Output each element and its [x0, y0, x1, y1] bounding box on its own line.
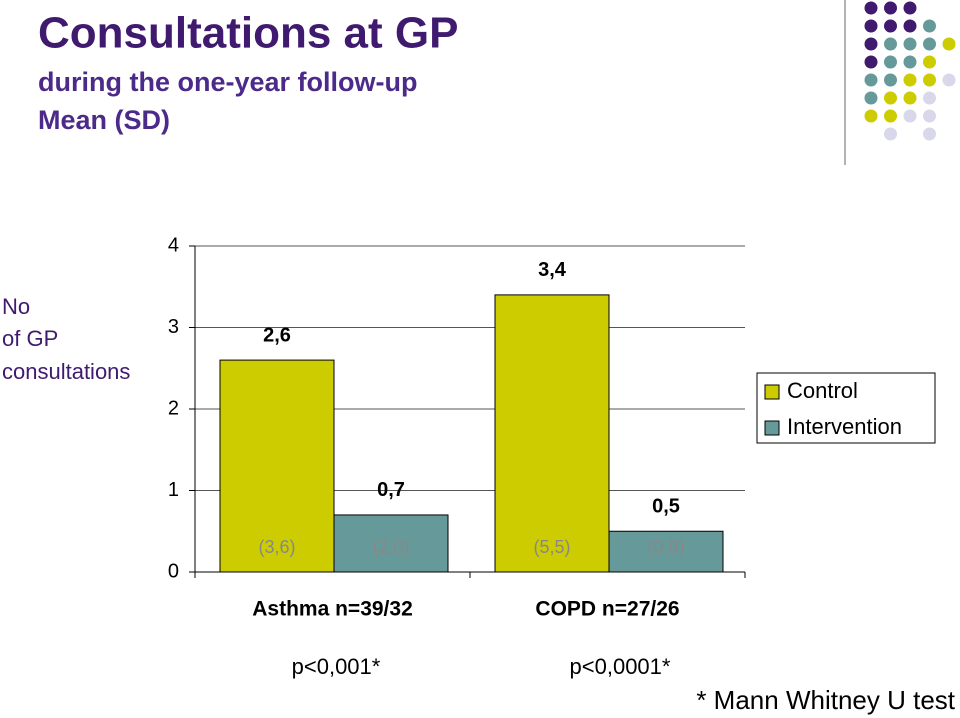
- legend-swatch: [764, 420, 780, 436]
- dot: [884, 55, 897, 69]
- legend-label: Control: [787, 378, 858, 403]
- y-axis-label: No: [2, 294, 30, 319]
- value-label: 2,6: [263, 324, 291, 346]
- dot: [923, 91, 936, 105]
- x-tick-label: COPD n=27/26: [535, 598, 679, 621]
- bar: [219, 359, 335, 573]
- dot: [923, 127, 936, 141]
- dot: [884, 73, 897, 87]
- sd-label: (3,6): [258, 537, 295, 557]
- legend-label: Intervention: [787, 414, 902, 439]
- title: Consultations at GP: [38, 9, 458, 58]
- annotation: p<0,0001*: [570, 654, 671, 679]
- subtitle: during the one-year follow-up: [38, 67, 418, 97]
- x-tick-label: Asthma n=39/32: [252, 598, 413, 621]
- dot: [884, 91, 897, 105]
- dot: [864, 1, 878, 15]
- dot: [923, 37, 936, 51]
- y-tick-label: 3: [168, 316, 179, 338]
- dot: [942, 73, 956, 87]
- sd-label: (5,5): [533, 537, 570, 557]
- dot: [864, 55, 878, 69]
- dot: [884, 127, 897, 141]
- y-tick-label: 1: [168, 479, 179, 501]
- dot: [923, 73, 936, 87]
- y-tick-label: 2: [168, 397, 179, 419]
- dot: [864, 91, 878, 105]
- dot: [923, 55, 936, 69]
- subtitle: Mean (SD): [38, 105, 170, 135]
- value-label: 0,7: [377, 479, 405, 501]
- y-tick-label: 4: [168, 234, 179, 256]
- decoration: [844, 0, 956, 165]
- sd-label: (2,0): [372, 537, 409, 557]
- dot: [923, 109, 936, 123]
- bar: [333, 514, 449, 573]
- legend-box: [756, 372, 936, 444]
- annotation: p<0,001*: [292, 654, 381, 679]
- dot: [903, 73, 917, 87]
- dot: [884, 37, 897, 51]
- y-axis-label: consultations: [2, 359, 130, 384]
- dot: [884, 1, 897, 15]
- bar: [608, 530, 724, 573]
- dot: [903, 37, 917, 51]
- y-tick-label: 0: [168, 560, 179, 582]
- dot: [903, 1, 917, 15]
- dot: [903, 55, 917, 69]
- dot: [923, 19, 936, 33]
- legend-swatch: [764, 384, 780, 400]
- dot: [884, 19, 897, 33]
- dot: [942, 37, 956, 51]
- dot: [864, 37, 878, 51]
- footnote: * Mann Whitney U test: [696, 685, 955, 715]
- value-label: 3,4: [538, 259, 567, 281]
- y-axis-label: of GP: [2, 326, 58, 351]
- dot: [864, 73, 878, 87]
- sd-label: (0,9): [647, 537, 684, 557]
- dot: [864, 19, 878, 33]
- value-label: 0,5: [652, 496, 680, 518]
- bar: [494, 294, 610, 573]
- dot: [903, 109, 917, 123]
- dot: [884, 109, 897, 123]
- dot: [903, 19, 917, 33]
- dot: [903, 91, 917, 105]
- dot: [864, 109, 878, 123]
